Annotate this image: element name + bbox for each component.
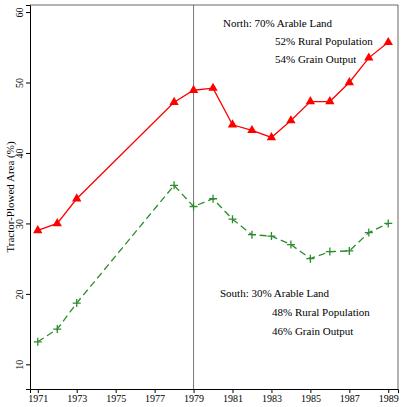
frame-top xyxy=(30,5,398,6)
series-marker xyxy=(34,338,42,346)
y-tick: 30 xyxy=(14,219,30,229)
x-tick: 1977 xyxy=(145,389,165,404)
series-marker xyxy=(325,96,334,104)
series-marker xyxy=(306,255,314,263)
y-tick-mark xyxy=(26,153,30,154)
series-marker xyxy=(364,52,373,60)
series-marker xyxy=(247,125,256,133)
series-marker xyxy=(345,77,354,85)
series-marker xyxy=(326,248,334,256)
x-tick-label: 1973 xyxy=(67,393,87,404)
reference-line xyxy=(193,5,194,389)
y-tick-mark xyxy=(26,364,30,365)
x-tick-label: 1979 xyxy=(184,393,204,404)
x-tick-label: 1987 xyxy=(340,393,360,404)
series-marker xyxy=(53,218,62,226)
series-line xyxy=(38,42,388,230)
y-axis: 10 20 30 40 50 60 xyxy=(14,6,31,390)
x-tick: 1983 xyxy=(262,389,282,404)
annotation: North: 70% Arable Land xyxy=(223,17,333,29)
y-tick: 10 xyxy=(14,360,30,370)
x-tick: 1975 xyxy=(106,389,126,404)
series-marker xyxy=(208,83,217,91)
y-tick-label: 10 xyxy=(14,360,25,370)
y-tick-label: 20 xyxy=(14,289,25,299)
y-tick-mark xyxy=(26,12,30,13)
y-tick: 50 xyxy=(14,78,30,88)
plot: 1971 1973 1975 1977 1979 1981 1983 1985 1987 1989… xyxy=(14,5,399,404)
y-tick-label: 60 xyxy=(14,8,25,18)
y-tick-mark xyxy=(26,223,30,224)
x-tick: 1979 xyxy=(184,389,204,404)
series-marker xyxy=(287,241,295,249)
data-layer xyxy=(33,5,393,389)
frame-right xyxy=(398,5,399,389)
y-tick: 40 xyxy=(14,148,30,158)
series-marker xyxy=(170,181,178,189)
y-tick-mark xyxy=(26,83,30,84)
series-marker xyxy=(72,193,81,201)
y-tick-mark xyxy=(26,294,30,295)
series-marker xyxy=(267,132,276,140)
x-tick: 1973 xyxy=(67,389,87,404)
chart: 1971 1973 1975 1977 1979 1981 1983 1985 1987 1989… xyxy=(0,0,404,407)
series-line xyxy=(38,185,388,341)
series-marker xyxy=(33,225,42,233)
x-tick-label: 1981 xyxy=(223,393,243,404)
series-marker xyxy=(169,97,178,105)
annotation: 48% Rural Population xyxy=(272,306,370,318)
annotation: 54% Grain Output xyxy=(275,53,356,65)
series-marker xyxy=(384,37,393,45)
x-tick: 1989 xyxy=(379,389,399,404)
series-marker xyxy=(267,232,275,240)
annotation: 52% Rural Population xyxy=(275,35,373,47)
series-marker xyxy=(228,215,236,223)
series-marker xyxy=(53,325,61,333)
x-tick-label: 1977 xyxy=(145,393,165,404)
x-tick: 1985 xyxy=(301,389,321,404)
x-tick: 1971 xyxy=(28,389,48,404)
x-tick: 1987 xyxy=(340,389,360,404)
series-marker xyxy=(345,247,353,255)
annotation: 46% Grain Output xyxy=(272,325,353,337)
series-marker xyxy=(286,115,295,123)
series-marker xyxy=(228,119,237,127)
annotation: South: 30% Arable Land xyxy=(220,287,330,299)
x-tick: 1981 xyxy=(223,389,243,404)
y-axis-title: Tractor-Plowed Area (%) xyxy=(4,141,17,253)
x-tick-label: 1989 xyxy=(379,393,399,404)
y-tick: 60 xyxy=(14,8,30,18)
series-marker xyxy=(248,231,256,239)
x-tick-label: 1975 xyxy=(106,393,126,404)
y-tick-label: 50 xyxy=(14,78,25,88)
series-marker xyxy=(384,219,392,227)
y-axis-line xyxy=(26,6,31,390)
series-marker xyxy=(73,299,81,307)
series-marker xyxy=(190,203,198,211)
series-marker xyxy=(306,96,315,104)
x-tick-label: 1971 xyxy=(28,393,48,404)
series-marker xyxy=(189,85,198,93)
series-marker xyxy=(365,229,373,237)
x-tick-label: 1985 xyxy=(301,393,321,404)
x-axis: 1971 1973 1975 1977 1979 1981 1983 1985 1987 1989 xyxy=(28,389,398,404)
y-tick: 20 xyxy=(14,289,30,299)
series-marker xyxy=(209,195,217,203)
x-tick-label: 1983 xyxy=(262,393,282,404)
